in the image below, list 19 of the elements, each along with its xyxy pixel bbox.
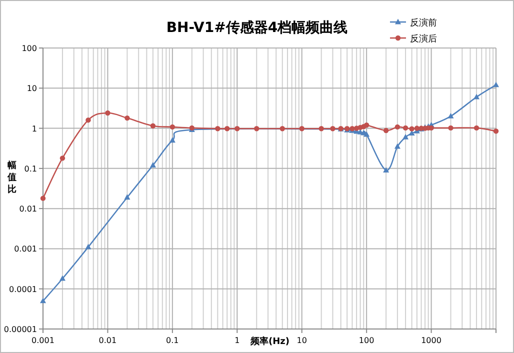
legend-label: 反演前 bbox=[410, 18, 437, 28]
x-tick-label: 1 bbox=[234, 336, 240, 345]
x-tick-label: 10 bbox=[296, 336, 307, 345]
y-tick-label: 10 bbox=[26, 84, 37, 94]
y-tick-label: 0.01 bbox=[19, 204, 37, 214]
legend-label: 反演后 bbox=[410, 34, 437, 44]
y-tick-label: 100 bbox=[22, 44, 37, 53]
x-axis-title: 频率(Hz) bbox=[250, 336, 290, 347]
x-tick-label: 1000 bbox=[421, 336, 442, 345]
y-axis-title: 幅值比 bbox=[6, 160, 16, 195]
chart-title: BH-V1#传感器4档幅频曲线 bbox=[166, 20, 348, 36]
y-tick-label: 0.00001 bbox=[4, 325, 37, 334]
y-tick-label: 0.0001 bbox=[9, 284, 37, 294]
y-tick-label: 0.1 bbox=[24, 164, 37, 174]
x-tick-label: 0.1 bbox=[166, 336, 179, 345]
x-tick-label: 0.01 bbox=[98, 336, 117, 345]
y-tick-label: 1 bbox=[32, 124, 37, 134]
x-tick-label: 100 bbox=[358, 336, 374, 345]
y-tick-label: 0.001 bbox=[14, 244, 37, 254]
